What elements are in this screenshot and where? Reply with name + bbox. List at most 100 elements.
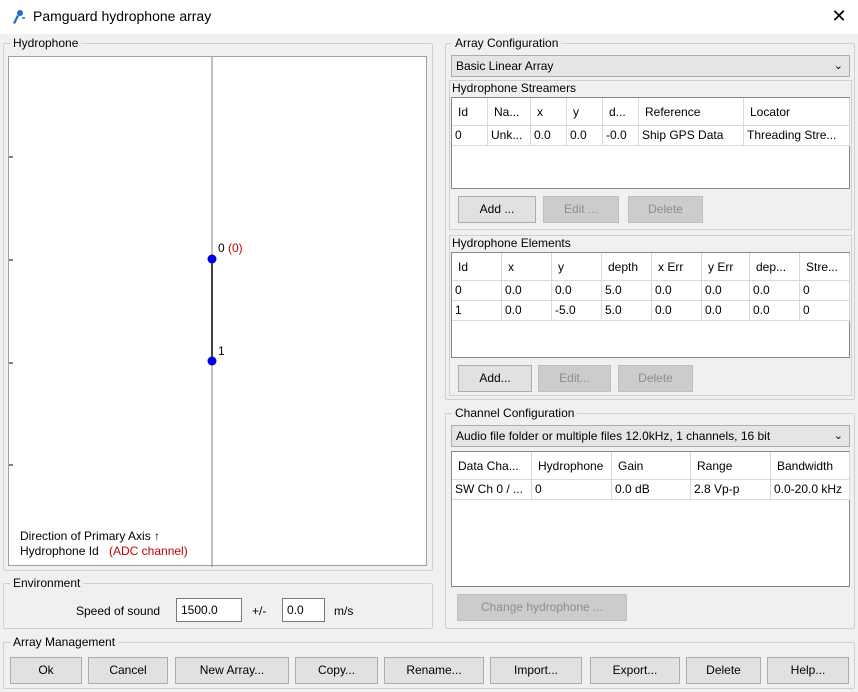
table-cell: Threading Stre... (744, 126, 850, 146)
chevron-down-icon: ⌄ (833, 430, 843, 442)
table-cell: 0.0 dB (612, 480, 691, 500)
element-col-streamer[interactable]: Stre... (800, 253, 850, 281)
table-cell: 0 (532, 480, 612, 500)
hydrophone-element-dot-0 (207, 254, 217, 264)
cancel-button[interactable]: Cancel (88, 657, 168, 684)
table-row[interactable]: 0 Unk... 0.0 0.0 -0.0 Ship GPS Data Thre… (452, 126, 850, 146)
element-col-yerr[interactable]: y Err (702, 253, 750, 281)
delete-element-button[interactable]: Delete (618, 365, 693, 392)
streamers-table[interactable]: Id Na... x y d... Reference Locator 0 Un… (451, 97, 850, 189)
window-title: Pamguard hydrophone array (33, 8, 212, 24)
streamers-panel (449, 80, 852, 230)
table-cell: Unk... (488, 126, 531, 146)
array-config-title: Array Configuration (452, 36, 562, 50)
channel-col-bandwidth[interactable]: Bandwidth (771, 452, 850, 480)
table-row[interactable]: 0 0.0 0.0 5.0 0.0 0.0 0.0 0 (452, 281, 850, 301)
copy-button[interactable]: Copy... (295, 657, 378, 684)
element-col-depth[interactable]: depth (602, 253, 652, 281)
add-element-button[interactable]: Add... (458, 365, 532, 392)
streamer-col-id[interactable]: Id (452, 98, 488, 126)
table-cell: 0.0 (552, 281, 602, 301)
hydrophone-group: Hydrophone (3, 36, 433, 571)
edit-element-button[interactable]: Edit... (538, 365, 611, 392)
table-cell: 1 (452, 301, 502, 321)
legend-id: Hydrophone Id (20, 544, 99, 558)
element-col-y[interactable]: y (552, 253, 602, 281)
ok-button[interactable]: Ok (10, 657, 82, 684)
array-type-select[interactable]: Basic Linear Array ⌄ (451, 55, 850, 77)
table-cell: Ship GPS Data (639, 126, 744, 146)
table-cell: 0 (800, 301, 850, 321)
change-hydrophone-button[interactable]: Change hydrophone ... (457, 594, 627, 621)
element-col-id[interactable]: Id (452, 253, 502, 281)
chevron-down-icon: ⌄ (833, 60, 843, 72)
array-management-group: Array Management (3, 635, 855, 689)
array-type-value: Basic Linear Array (456, 59, 554, 73)
table-cell: 5.0 (602, 281, 652, 301)
legend-channel: (ADC channel) (109, 544, 188, 558)
channel-config-group: Channel Configuration (445, 406, 855, 629)
new-array-button[interactable]: New Array... (175, 657, 289, 684)
speed-error-input[interactable]: 0.0 (282, 598, 325, 622)
table-cell: -5.0 (552, 301, 602, 321)
channel-col-gain[interactable]: Gain (612, 452, 691, 480)
table-cell: 0 (452, 126, 488, 146)
delete-streamer-button[interactable]: Delete (628, 196, 703, 223)
table-cell: 0.0 (702, 301, 750, 321)
array-management-title: Array Management (10, 635, 119, 649)
hydrophone-element-dot-1 (207, 356, 217, 366)
environment-group-title: Environment (10, 576, 84, 590)
hydrophone-plot-canvas (9, 57, 217, 567)
speed-unit-label: m/s (334, 604, 354, 618)
element-col-xerr[interactable]: x Err (652, 253, 702, 281)
hydrophone-icon (13, 10, 25, 24)
help-button[interactable]: Help... (767, 657, 849, 684)
channel-col-hydrophone[interactable]: Hydrophone (532, 452, 612, 480)
streamer-col-x[interactable]: x (531, 98, 567, 126)
title-bar: Pamguard hydrophone array ✕ (0, 0, 858, 34)
hydrophone-plot[interactable]: 0 (0) 1 Direction of Primary Axis ↑ Hydr… (8, 56, 427, 567)
elements-title: Hydrophone Elements (452, 236, 571, 250)
table-cell: -0.0 (603, 126, 639, 146)
table-cell: 0.0 (567, 126, 603, 146)
table-cell: 2.8 Vp-p (691, 480, 771, 500)
hydrophone-group-title: Hydrophone (10, 36, 82, 50)
rename-button[interactable]: Rename... (384, 657, 484, 684)
element-col-x[interactable]: x (502, 253, 552, 281)
elements-panel (449, 235, 852, 396)
channel-config-title: Channel Configuration (452, 406, 578, 420)
table-row[interactable]: 1 0.0 -5.0 5.0 0.0 0.0 0.0 0 (452, 301, 850, 321)
environment-group: Environment (3, 576, 433, 629)
streamer-col-locator[interactable]: Locator (744, 98, 850, 126)
edit-streamer-button[interactable]: Edit ... (543, 196, 619, 223)
elements-table[interactable]: Id x y depth x Err y Err dep... Stre... … (451, 252, 850, 358)
table-cell: 0.0 (652, 281, 702, 301)
delete-array-button[interactable]: Delete (686, 657, 761, 684)
channel-col-range[interactable]: Range (691, 452, 771, 480)
table-cell: 0.0 (652, 301, 702, 321)
channel-table[interactable]: Data Cha... Hydrophone Gain Range Bandwi… (451, 451, 850, 587)
element-col-deperr[interactable]: dep... (750, 253, 800, 281)
element-label-1: 1 (218, 344, 225, 358)
add-streamer-button[interactable]: Add ... (458, 196, 536, 223)
element-channel-0: (0) (228, 241, 243, 255)
table-cell: 0.0 (502, 281, 552, 301)
element-label-0: 0 (218, 241, 225, 255)
channel-source-select[interactable]: Audio file folder or multiple files 12.0… (451, 425, 850, 447)
streamer-col-name[interactable]: Na... (488, 98, 531, 126)
streamer-col-y[interactable]: y (567, 98, 603, 126)
channel-col-data[interactable]: Data Cha... (452, 452, 532, 480)
channel-source-value: Audio file folder or multiple files 12.0… (456, 429, 771, 443)
table-cell: 0.0 (531, 126, 567, 146)
close-icon[interactable]: ✕ (831, 6, 847, 26)
streamer-col-depth[interactable]: d... (603, 98, 639, 126)
table-cell: 0 (452, 281, 502, 301)
table-row[interactable]: SW Ch 0 / ... 0 0.0 dB 2.8 Vp-p 0.0-20.0… (452, 480, 850, 500)
export-button[interactable]: Export... (590, 657, 680, 684)
speed-of-sound-input[interactable]: 1500.0 (176, 598, 242, 622)
table-cell: 0.0 (750, 281, 800, 301)
table-cell: 0.0 (702, 281, 750, 301)
table-cell: 0 (800, 281, 850, 301)
import-button[interactable]: Import... (490, 657, 582, 684)
streamer-col-reference[interactable]: Reference (639, 98, 744, 126)
